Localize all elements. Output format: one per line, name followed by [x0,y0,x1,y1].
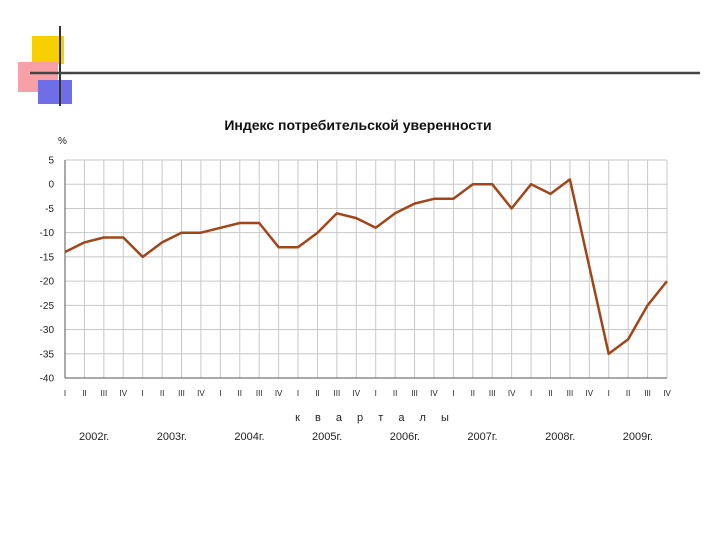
quarter-tick-label: IV [119,389,127,398]
y-tick-label: -5 [45,204,54,215]
grid [64,159,668,379]
quarter-tick-label: II [315,389,319,398]
quarter-tick-label: II [471,389,475,398]
plot-area [64,178,668,356]
year-label: 2009г. [623,431,653,443]
chart-title: Индекс потребительской уверенности [224,117,491,133]
quarter-tick-labels: I II III IV I II III IV I II III IV I II III IV I II III IV… [64,389,672,398]
quarter-tick-label: II [626,389,630,398]
quarter-tick-label: III [178,389,185,398]
y-tick-label: -35 [40,349,55,360]
slide-decoration [18,26,700,106]
quarter-tick-label: II [238,389,242,398]
series-line [64,178,668,356]
quarter-tick-label: IV [586,389,594,398]
year-label: 2002г. [79,431,109,443]
year-label: 2006г. [390,431,420,443]
yellow-square [32,36,64,64]
blue-square [38,80,72,104]
y-tick-label: 0 [48,180,54,191]
year-label: 2007г. [467,431,497,443]
quarter-tick-label: III [644,389,651,398]
y-axis-unit: % [58,136,67,147]
quarter-tick-label: III [101,389,108,398]
quarter-tick-label: IV [663,389,671,398]
year-label: 2005г. [312,431,342,443]
year-label: 2008г. [545,431,575,443]
quarter-tick-label: I [530,389,532,398]
y-tick-label: -40 [40,374,55,385]
quarter-tick-label: II [548,389,552,398]
y-tick-labels: 5 0 -5 -10 -15 -20 -25 -30 -35 -40 [40,156,55,385]
quarter-tick-label: I [64,389,66,398]
quarter-tick-label: I [219,389,221,398]
year-label: 2004г. [234,431,264,443]
quarter-tick-label: I [297,389,299,398]
quarter-tick-label: I [608,389,610,398]
quarter-tick-label: IV [275,389,283,398]
year-label: 2003г. [157,431,187,443]
quarter-tick-label: III [334,389,341,398]
quarter-tick-label: I [452,389,454,398]
y-tick-label: -10 [40,228,55,239]
quarter-tick-label: III [567,389,574,398]
y-tick-label: -25 [40,301,55,312]
quarter-tick-label: I [375,389,377,398]
quarter-tick-label: III [489,389,496,398]
y-tick-label: -30 [40,325,55,336]
y-tick-label: -15 [40,252,55,263]
quarter-tick-label: I [142,389,144,398]
quarter-tick-label: IV [430,389,438,398]
quarter-tick-label: III [411,389,418,398]
x-axis-label: к в а р т а л ы [295,412,455,424]
quarter-tick-label: IV [508,389,516,398]
year-labels: 2002г. 2003г. 2004г. 2005г. 2006г. 2007г. 2008… [79,431,653,443]
quarter-tick-label: II [160,389,164,398]
quarter-tick-label: II [393,389,397,398]
quarter-tick-label: III [256,389,263,398]
quarter-tick-label: II [82,389,86,398]
quarter-tick-label: IV [353,389,361,398]
y-tick-label: 5 [48,156,54,167]
y-tick-label: -20 [40,277,55,288]
quarter-tick-label: IV [197,389,205,398]
